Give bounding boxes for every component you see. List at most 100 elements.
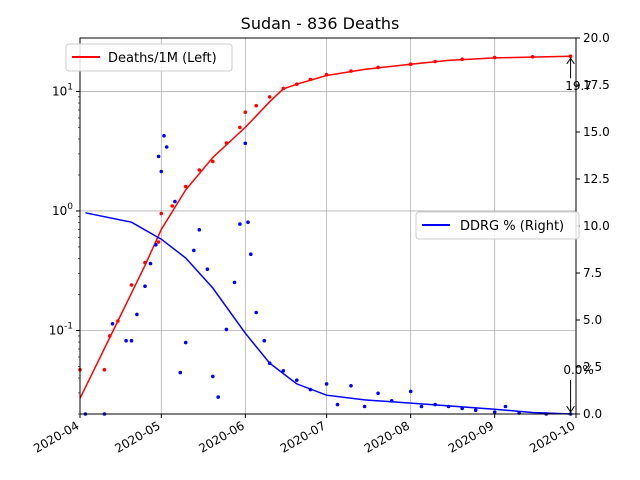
data-point (129, 283, 134, 287)
data-point (530, 55, 535, 59)
data-point (349, 69, 353, 73)
x-axis: 2020-04 2020-05 2020-06 2020-07 2020-08 2020-… (31, 414, 578, 456)
data-point (243, 110, 248, 114)
series-line (79, 55, 571, 399)
data-point (568, 54, 573, 58)
data-point (183, 184, 188, 189)
y-right-tick-label: 2.5 (583, 360, 602, 374)
x-tick-label: 2020-10 (527, 418, 577, 455)
y-right-tick-label: 15.0 (583, 125, 610, 139)
data-point (433, 59, 437, 64)
data-point (143, 284, 147, 289)
y-left-tick-label: 101 (52, 82, 73, 98)
data-point (135, 312, 139, 317)
data-point (433, 402, 437, 407)
data-point (154, 243, 158, 247)
y-right-tick-label: 0.0 (583, 407, 602, 421)
data-point (408, 389, 413, 394)
data-point (492, 410, 497, 414)
data-point (262, 338, 267, 343)
legend-deaths: Deaths/1M (Left) (65, 43, 233, 72)
y-right-tick-label: 7.5 (583, 266, 602, 280)
data-point (224, 327, 229, 332)
data-point (110, 322, 115, 326)
y-left-tick-label: 100 (52, 202, 73, 218)
data-point (267, 95, 272, 99)
data-point (308, 77, 313, 82)
data-point (419, 404, 424, 409)
data-point (308, 387, 313, 392)
data-point (324, 72, 329, 77)
x-tick-label: 2020-07 (278, 418, 328, 455)
data-point (335, 402, 340, 407)
annotation-label: 19.7 (565, 79, 592, 93)
data-point (254, 310, 258, 315)
data-point (224, 141, 229, 145)
data-point (162, 134, 166, 138)
data-point (243, 141, 248, 146)
data-point (362, 404, 367, 409)
y-right-axis: 0.0 2.5 5.0 7.5 10.0 12.5 15.0 17.5 20.0 (576, 31, 610, 421)
data-point (129, 338, 134, 343)
data-point (281, 369, 286, 373)
ddrg-series (83, 134, 573, 416)
data-point (246, 220, 250, 224)
data-point (238, 222, 242, 226)
y-right-tick-label: 12.5 (583, 172, 610, 186)
data-point (492, 55, 497, 60)
data-point (116, 319, 120, 323)
data-point (148, 261, 153, 266)
data-point (156, 154, 161, 159)
x-tick-label: 2020-05 (112, 418, 162, 455)
data-point (102, 367, 107, 372)
data-point (446, 404, 451, 409)
legend-box (415, 211, 580, 240)
chart-title: Sudan - 836 Deaths (241, 14, 400, 33)
data-point (197, 168, 202, 172)
data-point (197, 228, 202, 232)
data-point (192, 248, 196, 253)
data-point (238, 125, 242, 130)
data-point (295, 82, 299, 86)
data-point (376, 391, 380, 396)
y-right-tick-label: 17.5 (583, 78, 610, 92)
legend-ddrg: DDRG % (Right) (415, 211, 580, 240)
data-point (159, 211, 164, 216)
data-point (211, 159, 215, 164)
data-point (249, 252, 253, 256)
data-point (216, 395, 220, 399)
annotations: 19.7 0.0% (563, 58, 594, 412)
legend-label: DDRG % (Right) (460, 219, 564, 234)
legend-box (65, 43, 233, 72)
data-point (156, 240, 161, 244)
data-point (267, 361, 272, 366)
data-point (473, 408, 478, 413)
data-point (295, 378, 299, 383)
data-point (183, 340, 188, 345)
data-point (108, 334, 112, 338)
x-tick-label: 2020-09 (446, 418, 496, 455)
x-tick-label: 2020-04 (31, 418, 81, 455)
data-point (143, 260, 147, 265)
y-right-tick-label: 20.0 (583, 31, 610, 45)
data-point (178, 370, 183, 375)
data-point (376, 65, 380, 70)
data-point (173, 199, 177, 204)
x-tick-label: 2020-08 (362, 418, 412, 455)
data-point (349, 384, 353, 388)
data-point (460, 406, 465, 411)
data-point (124, 338, 128, 343)
data-point (211, 374, 215, 379)
data-point (408, 62, 413, 66)
data-point (324, 382, 329, 386)
x-tick-label: 2020-06 (196, 418, 246, 455)
data-point (389, 399, 394, 403)
data-point (159, 169, 164, 174)
series-line (85, 212, 571, 415)
y-right-tick-label: 10.0 (583, 219, 610, 233)
data-point (205, 267, 210, 272)
data-point (164, 145, 169, 149)
data-point (254, 103, 258, 108)
data-point (170, 204, 174, 208)
